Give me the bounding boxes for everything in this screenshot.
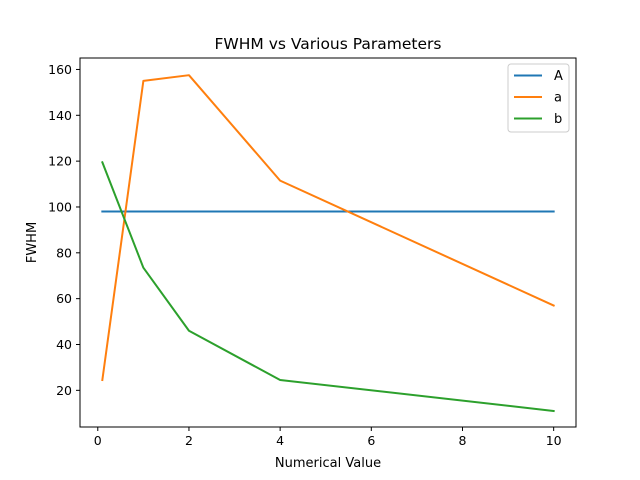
legend-label-a: a <box>554 91 562 106</box>
y-tick-label: 100 <box>48 199 72 214</box>
x-tick-label: 6 <box>367 433 375 448</box>
x-axis-label: Numerical Value <box>275 456 381 471</box>
x-tick-label: 10 <box>546 433 562 448</box>
x-axis-ticks: 0 2 4 6 8 10 <box>94 427 562 448</box>
y-tick-label: 120 <box>48 154 72 169</box>
legend-label-A: A <box>554 69 563 84</box>
y-tick-label: 80 <box>56 245 72 260</box>
y-axis-ticks: 20 40 60 80 100 120 140 160 <box>48 62 80 398</box>
plot-lines <box>101 74 555 413</box>
x-tick-label: 2 <box>185 433 193 448</box>
y-tick-label: 40 <box>56 337 72 352</box>
y-axis-label: FWHM <box>25 222 40 263</box>
x-tick-label: 0 <box>94 433 102 448</box>
y-tick-label: 20 <box>56 383 72 398</box>
series-line-a <box>101 74 555 382</box>
legend-label-b: b <box>554 112 562 127</box>
y-tick-label: 140 <box>48 108 72 123</box>
y-tick-label: 160 <box>48 62 72 77</box>
y-tick-label: 60 <box>56 291 72 306</box>
series-line-b <box>101 160 555 413</box>
plot-frame <box>79 57 577 428</box>
legend: Aab <box>507 63 570 133</box>
chart-title: FWHM vs Various Parameters <box>215 35 442 53</box>
x-tick-label: 8 <box>459 433 467 448</box>
x-tick-label: 4 <box>276 433 284 448</box>
